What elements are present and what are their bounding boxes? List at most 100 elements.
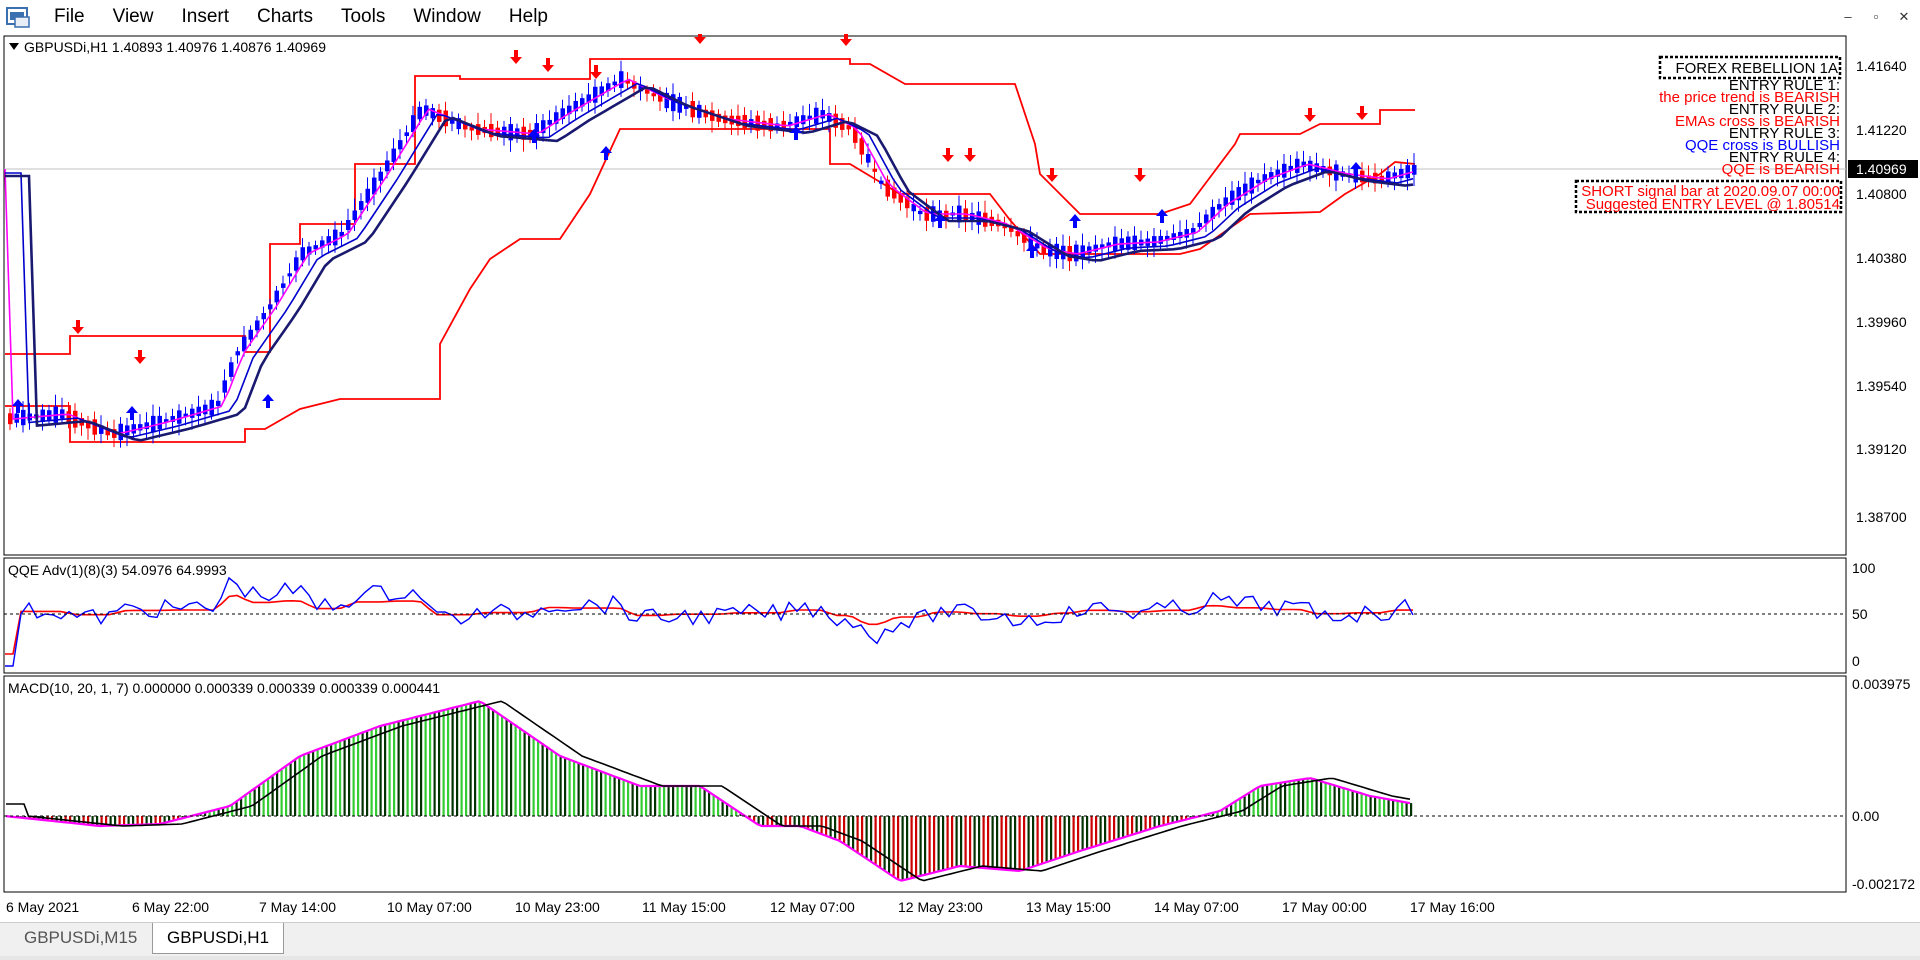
macd-bar (532, 737, 535, 816)
candle-body (417, 106, 422, 120)
minimize-button[interactable]: – (1844, 9, 1852, 24)
macd-bar (168, 816, 171, 822)
macd-bar (735, 809, 738, 816)
macd-bar (631, 782, 634, 816)
candle-body (242, 336, 247, 352)
qqe-tick: 50 (1852, 606, 1868, 622)
macd-bar (217, 809, 220, 816)
macd-bar (978, 816, 981, 868)
chart-canvas[interactable]: GBPUSDi,H1 1.40893 1.40976 1.40876 1.409… (0, 30, 1920, 922)
macd-bar (847, 816, 850, 846)
macd-bar (1149, 816, 1152, 830)
candle-body (235, 351, 240, 356)
macd-bar (1392, 799, 1395, 816)
tab-gbpusdi-h1[interactable]: GBPUSDi,H1 (152, 923, 285, 954)
candle-body (281, 283, 286, 288)
macd-bar (618, 777, 621, 816)
macd-bar (1072, 816, 1075, 854)
menu-tools[interactable]: Tools (340, 6, 386, 27)
down-arrow-icon (1304, 108, 1316, 122)
macd-bar (987, 816, 990, 869)
macd-bar (1162, 816, 1165, 826)
macd-bar (829, 816, 832, 838)
macd-bar (883, 816, 886, 870)
candle-body (287, 273, 292, 277)
macd-bar (681, 786, 684, 816)
candle-body (313, 245, 318, 250)
macd-bar (1338, 786, 1341, 816)
candle-body (196, 406, 201, 417)
macd-bar (1401, 801, 1404, 816)
macd-bar (460, 705, 463, 816)
macd-bar (456, 707, 459, 816)
macd-bar (1225, 807, 1228, 816)
chart-window[interactable]: GBPUSDi,H1 1.40893 1.40976 1.40876 1.409… (0, 30, 1920, 922)
menu-file[interactable]: File (54, 6, 85, 27)
macd-bar (397, 721, 400, 816)
candle-body (365, 188, 370, 203)
menu-charts[interactable]: Charts (257, 6, 313, 27)
menu-view[interactable]: View (112, 6, 154, 27)
macd-bar (163, 816, 166, 824)
macd-bar (766, 816, 769, 826)
macd-bar (600, 771, 603, 816)
macd-bar (253, 789, 256, 816)
macd-bar (537, 740, 540, 816)
menu-insert[interactable]: Insert (181, 6, 229, 27)
macd-bar (285, 766, 288, 816)
candle-body (697, 104, 702, 118)
macd-bar (447, 709, 450, 816)
macd-main-line (5, 700, 1411, 882)
macd-bar (1171, 816, 1174, 824)
macd-bar (969, 816, 972, 867)
candle-body (872, 168, 877, 172)
candle-body (105, 429, 110, 436)
macd-bar (654, 786, 657, 816)
candle-body (794, 116, 799, 127)
up-arrow-icon (600, 146, 612, 160)
macd-bar (451, 708, 454, 816)
time-tick: 11 May 15:00 (642, 899, 726, 915)
candle-body (645, 89, 650, 94)
macd-signal-line (6, 700, 1411, 882)
macd-bar (240, 798, 243, 816)
macd-bar (469, 703, 472, 816)
menu-window[interactable]: Window (413, 6, 481, 27)
candle-body (892, 187, 897, 199)
candle-body (885, 179, 890, 197)
candle-body (1288, 165, 1293, 171)
candle-body (820, 110, 825, 119)
rule2-label: ENTRY RULE 2: (1729, 101, 1840, 118)
candle-body (703, 109, 708, 118)
tab-gbpusdi-m15[interactable]: GBPUSDi,M15 (24, 928, 138, 947)
candle-body (131, 424, 136, 434)
collapse-triangle-icon[interactable] (9, 43, 19, 50)
macd-bar (622, 779, 625, 816)
restore-button[interactable]: ▫ (1873, 9, 1879, 24)
macd-bar (289, 763, 292, 816)
macd-bar (1180, 816, 1183, 821)
macd-bar (613, 776, 616, 816)
candle-body (209, 399, 214, 416)
candle-body (879, 180, 884, 184)
candle-body (677, 96, 682, 113)
macd-bar (1216, 811, 1219, 816)
menu-help[interactable]: Help (508, 6, 548, 27)
macd-bar (897, 816, 900, 879)
candle-body (1041, 244, 1046, 255)
macd-bar (1135, 816, 1138, 834)
macd-bar (109, 816, 112, 826)
macd-bar (235, 802, 238, 816)
candle-body (86, 420, 91, 429)
macd-bar (906, 816, 909, 880)
macd-bar (811, 816, 814, 831)
macd-bar (1050, 816, 1053, 861)
candle-body (911, 203, 916, 212)
macd-bar (843, 816, 846, 843)
close-button[interactable]: ✕ (1898, 9, 1910, 24)
current-price-badge (1848, 160, 1918, 178)
macd-bar (1023, 816, 1026, 870)
candle-body (970, 212, 975, 221)
macd-bar (748, 816, 751, 819)
macd-bar (343, 739, 346, 816)
